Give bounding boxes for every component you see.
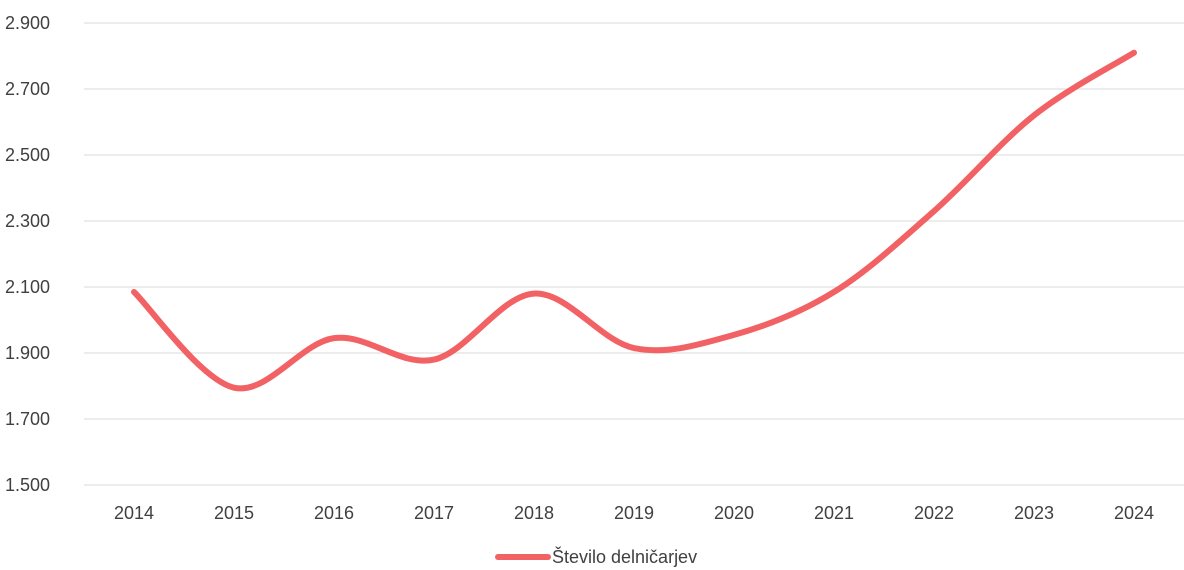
y-tick-label: 2.900 xyxy=(5,13,50,33)
y-tick-label: 1.500 xyxy=(5,475,50,495)
y-tick-label: 2.100 xyxy=(5,277,50,297)
x-tick-label: 2019 xyxy=(614,503,654,523)
legend-label: Število delničarjev xyxy=(552,546,697,567)
x-tick-label: 2021 xyxy=(814,503,854,523)
y-tick-label: 2.300 xyxy=(5,211,50,231)
x-tick-label: 2023 xyxy=(1014,503,1054,523)
x-tick-label: 2014 xyxy=(114,503,154,523)
y-axis-ticks: 1.500 1.700 1.900 2.100 2.300 2.500 2.700 2.900 xyxy=(5,13,50,495)
x-tick-label: 2022 xyxy=(914,503,954,523)
y-tick-label: 1.700 xyxy=(5,409,50,429)
x-tick-label: 2024 xyxy=(1114,503,1154,523)
gridlines xyxy=(84,22,1184,486)
x-tick-label: 2018 xyxy=(514,503,554,523)
x-tick-label: 2020 xyxy=(714,503,754,523)
legend: Število delničarjev xyxy=(495,546,697,567)
series-line xyxy=(131,49,1137,392)
x-tick-label: 2017 xyxy=(414,503,454,523)
y-tick-label: 1.900 xyxy=(5,343,50,363)
y-tick-label: 2.500 xyxy=(5,145,50,165)
x-tick-label: 2015 xyxy=(214,503,254,523)
x-tick-label: 2016 xyxy=(314,503,354,523)
series-lines xyxy=(131,49,1137,392)
y-tick-label: 2.700 xyxy=(5,79,50,99)
x-axis-ticks: 2014 2015 2016 2017 2018 2019 2020 2021 2022 2023… xyxy=(114,503,1154,523)
